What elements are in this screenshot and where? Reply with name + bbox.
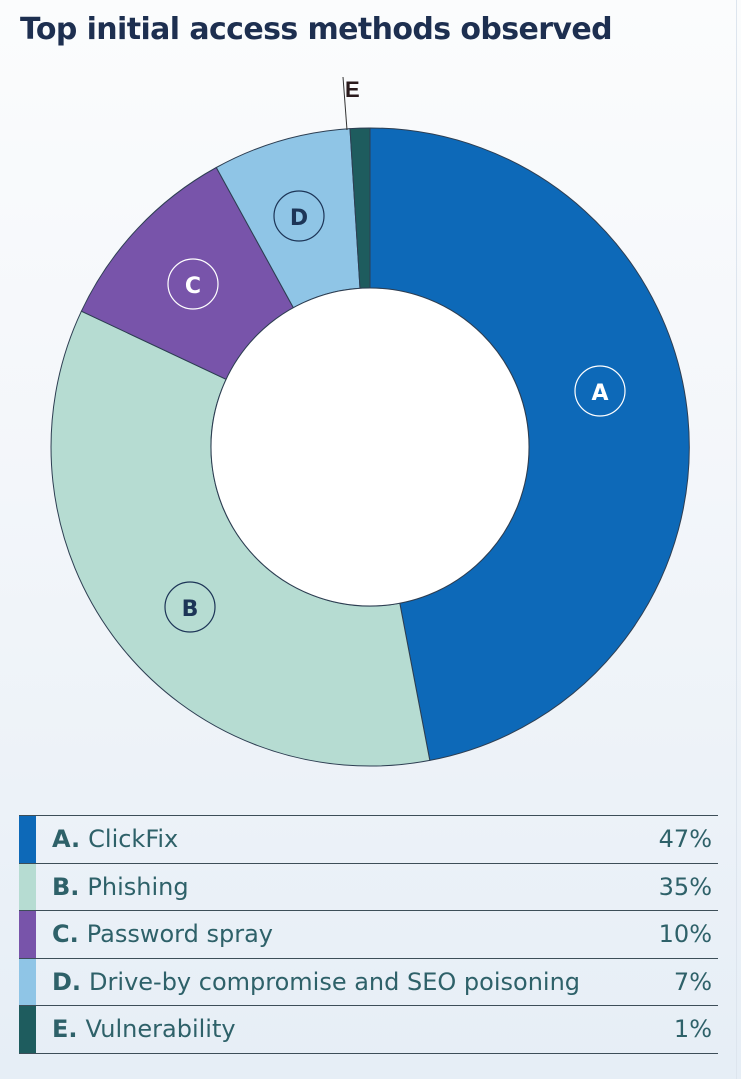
legend-value: 47% xyxy=(658,825,712,854)
legend-value: 35% xyxy=(658,872,712,901)
legend-row-a: A. ClickFix 47% xyxy=(19,816,718,864)
legend-letter: B. xyxy=(52,872,80,901)
legend-row-b: B. Phishing 35% xyxy=(19,863,718,911)
slice-e-label: E xyxy=(345,77,360,102)
chart-title: Top initial access methods observed xyxy=(20,12,613,47)
donut-chart: E A B C D xyxy=(50,76,690,767)
legend-letter: C. xyxy=(52,920,79,949)
slice-b-marker: B xyxy=(164,581,216,633)
slice-a-marker: A xyxy=(574,365,626,417)
panel-right-border xyxy=(736,0,737,1079)
slice-b-label: B xyxy=(182,597,199,622)
slice-c-marker: C xyxy=(167,258,219,310)
legend-table: A. ClickFix 47% B. Phishing 35% C. Password… xyxy=(19,815,718,1054)
legend-label: Drive-by compromise and SEO poisoning xyxy=(89,967,581,996)
legend-swatch-e xyxy=(19,1006,36,1053)
legend-row-c: C. Password spray 10% xyxy=(19,911,718,959)
legend-swatch-b xyxy=(19,863,36,910)
legend-label: Password spray xyxy=(86,920,273,949)
donut-hole xyxy=(210,287,530,607)
legend-label: Phishing xyxy=(87,872,189,901)
legend-label: Vulnerability xyxy=(85,1015,236,1044)
legend-value: 7% xyxy=(673,967,712,996)
legend-letter: E. xyxy=(52,1015,78,1044)
slice-d-label: D xyxy=(290,206,308,231)
slice-d-marker: D xyxy=(273,190,325,242)
legend-swatch-c xyxy=(19,911,36,958)
legend-swatch-a xyxy=(19,816,36,863)
legend-letter: D. xyxy=(52,967,82,996)
legend-row-e: E. Vulnerability 1% xyxy=(19,1006,718,1054)
legend-value: 1% xyxy=(673,1015,712,1044)
legend-row-d: D. Drive-by compromise and SEO poisoning … xyxy=(19,958,718,1006)
legend-value: 10% xyxy=(658,920,712,949)
legend-label: ClickFix xyxy=(88,825,179,854)
slice-c-label: C xyxy=(185,274,201,299)
legend-swatch-d xyxy=(19,958,36,1005)
slice-e-leader-line xyxy=(342,76,348,131)
legend-letter: A. xyxy=(52,825,81,854)
slice-a-label: A xyxy=(591,381,608,406)
